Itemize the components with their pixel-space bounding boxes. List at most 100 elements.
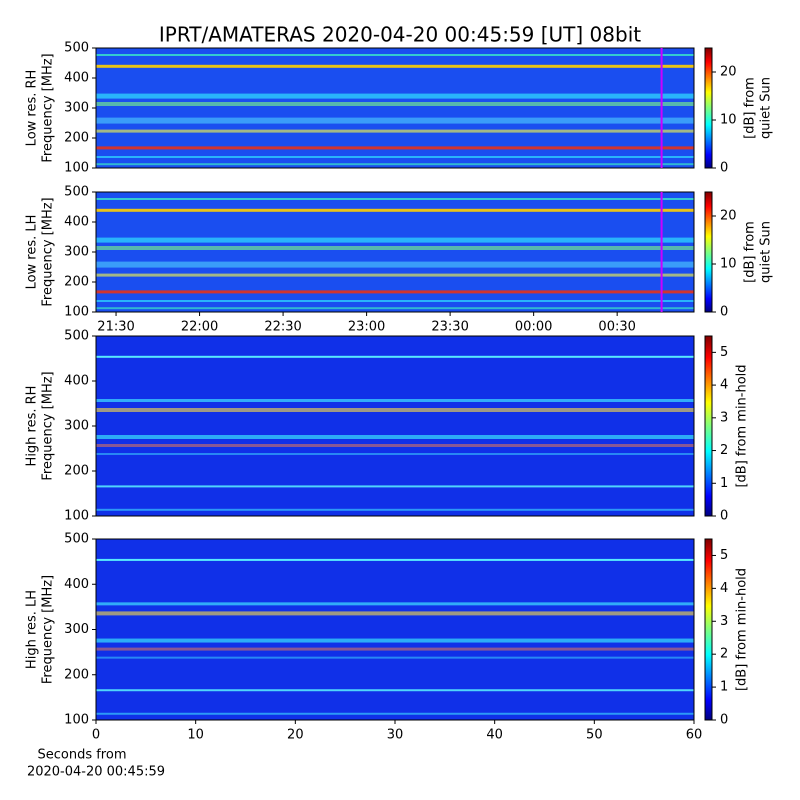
spectral-band — [96, 638, 694, 643]
x-tick-label: 23:30 — [431, 320, 468, 335]
colorbar-tick-label: 2 — [720, 647, 728, 662]
x-tick-label: 10 — [187, 728, 204, 743]
y-tick-label: 200 — [64, 275, 89, 290]
y-tick-label: 200 — [64, 667, 89, 682]
y-tick-label: 400 — [64, 374, 89, 389]
colorbar-tick-label: 10 — [720, 113, 737, 128]
y-tick-label: 300 — [64, 101, 89, 116]
spectral-band — [96, 300, 694, 302]
colorbar-label: [dB] from — [743, 77, 758, 139]
spectral-band — [96, 444, 694, 447]
y-tick-label: 100 — [64, 713, 89, 728]
x-tick-label: 22:00 — [181, 320, 218, 335]
x-tick-label: 00:00 — [515, 320, 552, 335]
colorbar-tick-label: 4 — [720, 378, 728, 393]
spectral-band — [96, 93, 694, 99]
spectral-band — [96, 163, 694, 166]
colorbar — [704, 47, 713, 169]
spectral-band — [96, 102, 694, 106]
spectral-band — [96, 64, 694, 68]
x-tick-label: 40 — [486, 728, 503, 743]
spectral-band — [96, 453, 694, 455]
y-tick-label: 500 — [64, 41, 89, 56]
colorbar-label: quiet Sun — [759, 77, 774, 139]
spectrogram — [96, 336, 694, 516]
y-tick-label: 400 — [64, 71, 89, 86]
colorbar-tick-label: 0 — [720, 713, 728, 728]
spectral-band — [96, 117, 694, 124]
spectral-band — [96, 290, 694, 294]
y-axis-label: Frequency [MHz] — [41, 53, 56, 162]
spectral-band — [96, 307, 694, 310]
x-tick-label: 30 — [387, 728, 404, 743]
spectral-band — [96, 54, 694, 56]
y-tick-label: 500 — [64, 532, 89, 547]
spectral-band — [96, 146, 694, 150]
spectral-band — [96, 399, 694, 402]
x-axis-label: 2020-04-20 00:45:59 — [27, 765, 165, 780]
colorbar — [704, 191, 713, 313]
spectral-band — [96, 208, 694, 212]
y-tick-label: 200 — [64, 464, 89, 479]
colorbar-tick-label: 20 — [720, 65, 737, 80]
figure-title: IPRT/AMATERAS 2020-04-20 00:45:59 [UT] 0… — [159, 23, 641, 47]
spectral-band — [96, 156, 694, 158]
spectral-band — [96, 273, 694, 277]
spectral-band — [96, 246, 694, 250]
colorbar — [704, 538, 713, 721]
y-tick-label: 300 — [64, 622, 89, 637]
colorbar-tick-label: 2 — [720, 443, 728, 458]
x-tick-label: 60 — [686, 728, 703, 743]
y-axis-label: High res. RH — [25, 386, 40, 467]
colorbar-tick-label: 4 — [720, 581, 728, 596]
spectral-band — [96, 129, 694, 133]
y-axis-label: High res. LH — [25, 590, 40, 669]
x-tick-label: 21:30 — [97, 320, 134, 335]
spectral-band — [96, 611, 694, 616]
colorbar-tick-label: 10 — [720, 257, 737, 272]
y-tick-label: 100 — [64, 509, 89, 524]
x-tick-label: 0 — [92, 728, 100, 743]
y-tick-label: 300 — [64, 419, 89, 434]
colorbar-label: [dB] from — [743, 221, 758, 283]
spectral-band — [96, 558, 694, 561]
spectral-band — [96, 485, 694, 488]
y-tick-label: 500 — [64, 329, 89, 344]
colorbar-tick-label: 5 — [720, 345, 728, 360]
y-tick-label: 500 — [64, 185, 89, 200]
x-axis-label: Seconds from — [37, 748, 126, 763]
spectral-band — [96, 261, 694, 268]
spectral-band — [96, 712, 694, 715]
spectral-band — [96, 689, 694, 692]
y-tick-label: 200 — [64, 131, 89, 146]
spectral-band — [96, 237, 694, 243]
colorbar-tick-label: 1 — [720, 680, 728, 695]
spectral-band — [96, 647, 694, 651]
colorbar-tick-label: 3 — [720, 614, 728, 629]
colorbar-tick-label: 3 — [720, 410, 728, 425]
x-tick-label: 23:00 — [348, 320, 385, 335]
colorbar-label: [dB] from min-hold — [735, 568, 750, 691]
spectral-band — [96, 198, 694, 200]
spectral-band — [96, 602, 694, 606]
colorbar-label: [dB] from min-hold — [735, 364, 750, 487]
colorbar-tick-label: 1 — [720, 476, 728, 491]
y-tick-label: 400 — [64, 215, 89, 230]
colorbar — [704, 335, 713, 517]
spectral-band — [96, 408, 694, 412]
colorbar-tick-label: 0 — [720, 161, 728, 176]
y-axis-label: Frequency [MHz] — [41, 575, 56, 684]
spectral-band — [96, 508, 694, 511]
x-tick-label: 20 — [287, 728, 304, 743]
y-tick-label: 100 — [64, 305, 89, 320]
colorbar-tick-label: 0 — [720, 509, 728, 524]
y-axis-label: Frequency [MHz] — [41, 197, 56, 306]
y-tick-label: 100 — [64, 161, 89, 176]
x-tick-label: 50 — [586, 728, 603, 743]
colorbar-tick-label: 0 — [720, 305, 728, 320]
y-axis-label: Low res. LH — [25, 215, 40, 290]
spectral-band — [96, 656, 694, 659]
y-axis-label: Frequency [MHz] — [41, 371, 56, 480]
spectral-band — [96, 355, 694, 358]
